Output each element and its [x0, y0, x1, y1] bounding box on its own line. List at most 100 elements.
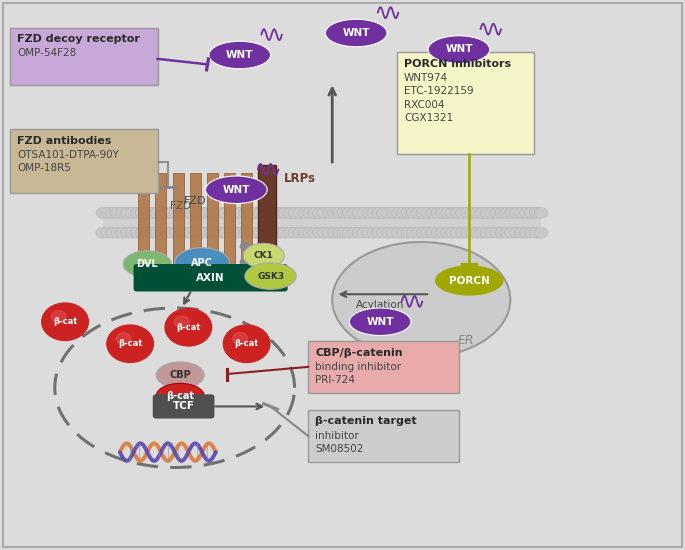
Circle shape	[530, 227, 543, 238]
Bar	[155, 173, 166, 283]
Circle shape	[116, 207, 129, 218]
Circle shape	[485, 227, 499, 238]
Bar	[258, 165, 276, 280]
Circle shape	[234, 207, 247, 218]
Circle shape	[184, 207, 198, 218]
Circle shape	[416, 207, 429, 218]
Text: β-cat: β-cat	[53, 317, 77, 326]
Circle shape	[505, 207, 519, 218]
Circle shape	[240, 258, 250, 266]
Text: FZD antibodies: FZD antibodies	[17, 136, 112, 146]
Ellipse shape	[156, 362, 204, 388]
Circle shape	[446, 227, 460, 238]
Circle shape	[303, 227, 316, 238]
Bar	[241, 173, 252, 283]
Circle shape	[530, 207, 543, 218]
Circle shape	[258, 207, 272, 218]
Circle shape	[204, 207, 218, 218]
Circle shape	[179, 207, 193, 218]
Circle shape	[337, 227, 351, 238]
Text: β-catenin target: β-catenin target	[315, 416, 416, 426]
Ellipse shape	[123, 251, 171, 277]
Circle shape	[96, 207, 110, 218]
Bar	[138, 173, 149, 283]
Circle shape	[269, 227, 282, 238]
Circle shape	[278, 227, 292, 238]
Circle shape	[440, 207, 454, 218]
Circle shape	[465, 227, 479, 238]
Circle shape	[170, 227, 184, 238]
Circle shape	[323, 207, 336, 218]
Circle shape	[308, 207, 321, 218]
Circle shape	[214, 207, 228, 218]
Text: binding inhibitor
PRI-724: binding inhibitor PRI-724	[315, 362, 401, 385]
Circle shape	[397, 227, 410, 238]
Circle shape	[471, 227, 484, 238]
Circle shape	[240, 243, 250, 250]
Circle shape	[431, 227, 445, 238]
Circle shape	[377, 227, 390, 238]
Circle shape	[298, 227, 312, 238]
Circle shape	[475, 207, 489, 218]
FancyBboxPatch shape	[397, 52, 534, 154]
Circle shape	[397, 207, 410, 218]
Circle shape	[431, 207, 445, 218]
Circle shape	[125, 207, 139, 218]
Circle shape	[327, 207, 341, 218]
Text: CK1: CK1	[253, 251, 274, 260]
Circle shape	[312, 227, 326, 238]
Circle shape	[105, 207, 119, 218]
Text: TCF: TCF	[173, 402, 195, 411]
Circle shape	[136, 207, 149, 218]
Circle shape	[372, 207, 386, 218]
Circle shape	[42, 303, 88, 340]
Circle shape	[367, 207, 381, 218]
Circle shape	[382, 227, 395, 238]
Circle shape	[224, 207, 238, 218]
Text: LRPs: LRPs	[284, 172, 316, 185]
Circle shape	[209, 207, 223, 218]
Text: ER: ER	[458, 334, 474, 348]
Circle shape	[411, 227, 425, 238]
Circle shape	[480, 227, 494, 238]
Circle shape	[451, 207, 464, 218]
Text: FZD: FZD	[170, 201, 190, 211]
Circle shape	[460, 227, 474, 238]
Circle shape	[525, 227, 538, 238]
Circle shape	[96, 227, 110, 238]
Bar	[207, 173, 218, 283]
Circle shape	[258, 227, 272, 238]
Circle shape	[514, 207, 528, 218]
Text: FZD decoy receptor: FZD decoy receptor	[17, 34, 140, 44]
Circle shape	[253, 227, 267, 238]
Circle shape	[490, 207, 503, 218]
Circle shape	[105, 227, 119, 238]
Circle shape	[510, 207, 523, 218]
Circle shape	[155, 227, 169, 238]
Circle shape	[525, 207, 538, 218]
Text: AXIN: AXIN	[197, 273, 225, 283]
Circle shape	[347, 207, 361, 218]
Circle shape	[411, 207, 425, 218]
Text: β-cat: β-cat	[118, 339, 142, 348]
Text: OTSA101-DTPA-90Y
OMP-18R5: OTSA101-DTPA-90Y OMP-18R5	[17, 150, 119, 173]
Text: β-cat: β-cat	[234, 339, 259, 348]
Circle shape	[293, 207, 307, 218]
Circle shape	[283, 227, 297, 238]
Circle shape	[190, 207, 203, 218]
Circle shape	[160, 207, 173, 218]
Circle shape	[165, 227, 179, 238]
Circle shape	[436, 207, 449, 218]
Circle shape	[219, 207, 233, 218]
Text: WNT: WNT	[342, 28, 370, 38]
Text: WNT: WNT	[445, 45, 473, 54]
Ellipse shape	[245, 263, 296, 289]
Circle shape	[209, 227, 223, 238]
FancyBboxPatch shape	[3, 3, 682, 547]
Circle shape	[534, 227, 548, 238]
FancyBboxPatch shape	[308, 410, 459, 462]
Circle shape	[406, 227, 420, 238]
Circle shape	[352, 227, 366, 238]
Circle shape	[130, 227, 144, 238]
Circle shape	[233, 333, 247, 344]
